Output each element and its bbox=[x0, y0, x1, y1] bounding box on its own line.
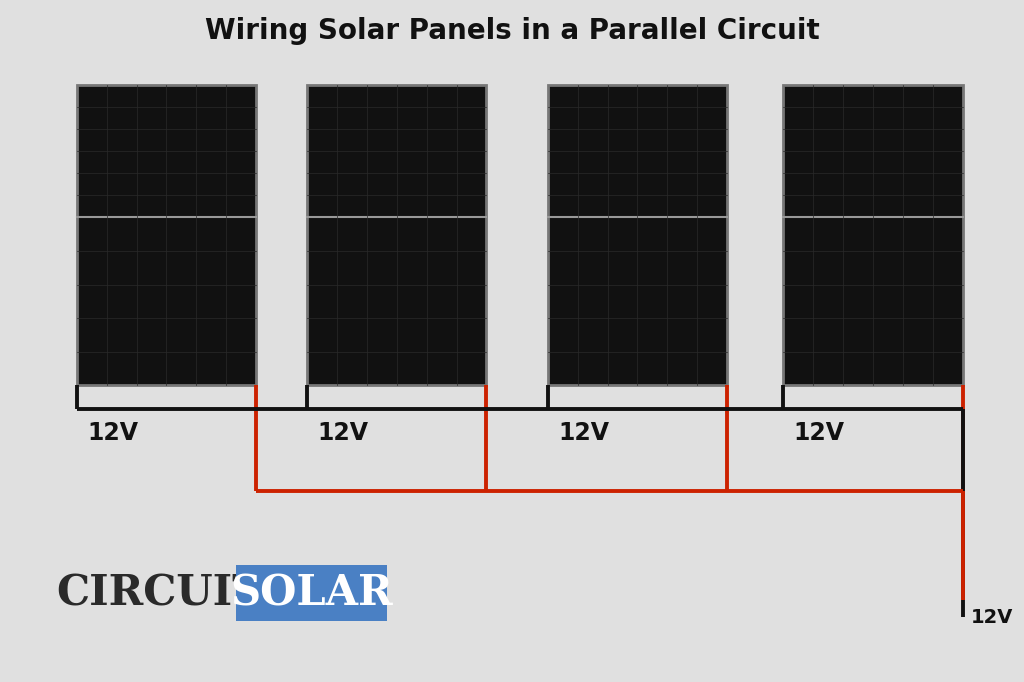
Text: 12V: 12V bbox=[317, 421, 369, 445]
Text: 12V: 12V bbox=[971, 608, 1013, 627]
Text: 12V: 12V bbox=[794, 421, 845, 445]
FancyBboxPatch shape bbox=[236, 565, 387, 621]
FancyBboxPatch shape bbox=[783, 85, 963, 385]
FancyBboxPatch shape bbox=[77, 85, 256, 385]
Text: 12V: 12V bbox=[558, 421, 609, 445]
FancyBboxPatch shape bbox=[307, 85, 486, 385]
Text: 12V: 12V bbox=[87, 421, 138, 445]
Text: CIRCUIT: CIRCUIT bbox=[56, 572, 263, 614]
Text: SOLAR: SOLAR bbox=[230, 572, 392, 614]
FancyBboxPatch shape bbox=[548, 85, 727, 385]
Text: Wiring Solar Panels in a Parallel Circuit: Wiring Solar Panels in a Parallel Circui… bbox=[205, 16, 819, 45]
